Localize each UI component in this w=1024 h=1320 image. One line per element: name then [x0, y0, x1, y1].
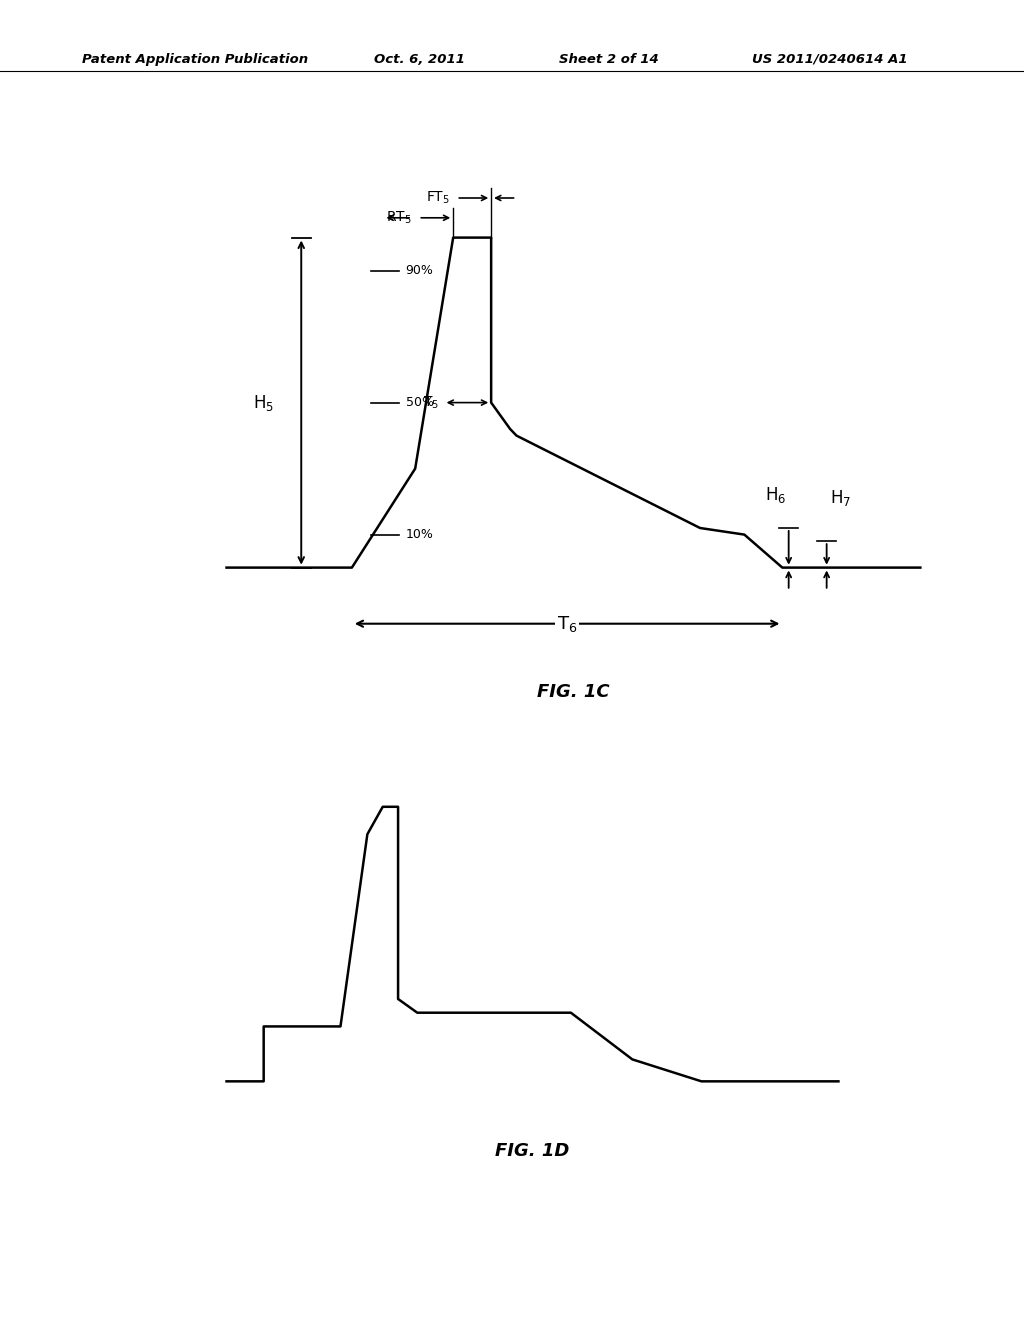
Text: Oct. 6, 2011: Oct. 6, 2011: [375, 53, 465, 66]
Text: RT$_5$: RT$_5$: [386, 210, 412, 226]
Text: H$_5$: H$_5$: [253, 392, 273, 413]
Text: US 2011/0240614 A1: US 2011/0240614 A1: [752, 53, 907, 66]
Text: Sheet 2 of 14: Sheet 2 of 14: [559, 53, 659, 66]
Text: 10%: 10%: [406, 528, 433, 541]
Text: FIG. 1D: FIG. 1D: [496, 1142, 569, 1160]
Text: T$_5$: T$_5$: [423, 395, 438, 411]
Text: 50%: 50%: [406, 396, 434, 409]
Text: FIG. 1C: FIG. 1C: [538, 682, 609, 701]
Text: H$_7$: H$_7$: [829, 488, 851, 508]
Text: Patent Application Publication: Patent Application Publication: [82, 53, 308, 66]
Text: 90%: 90%: [406, 264, 433, 277]
Text: T$_6$: T$_6$: [557, 614, 578, 634]
Text: FT$_5$: FT$_5$: [426, 190, 450, 206]
Text: H$_6$: H$_6$: [765, 484, 786, 506]
